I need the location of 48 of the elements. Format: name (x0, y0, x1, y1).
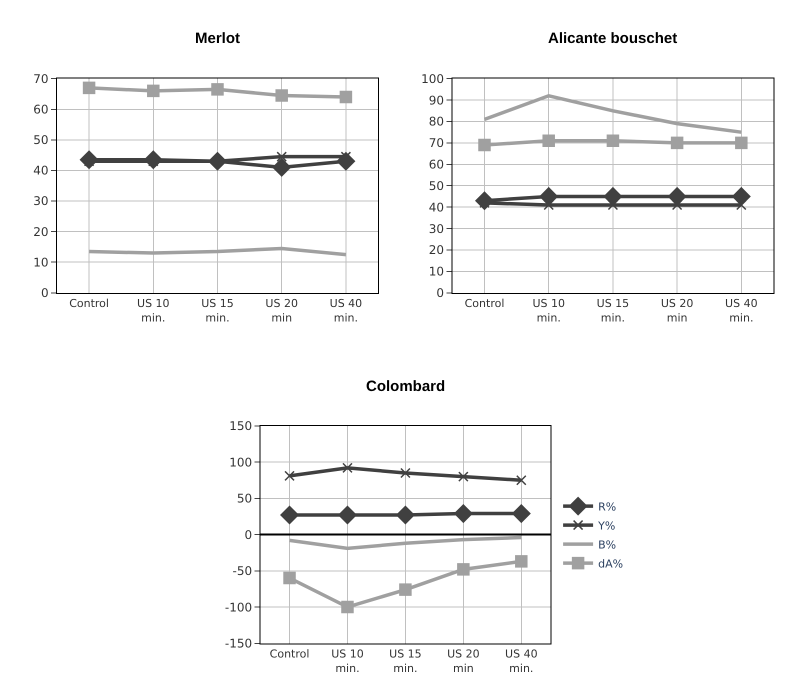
y-tick-label: 40 (33, 164, 49, 178)
y-tick-label: 30 (428, 222, 444, 236)
y-tick-label: 60 (33, 102, 49, 116)
x-tick-label: US 40 min. (505, 647, 538, 675)
y-tick-label: 10 (428, 264, 444, 279)
x-tick-label: US 10 min. (532, 297, 565, 324)
chart-title: Alicante bouschet (548, 30, 678, 47)
x-tick-label: US 20 min (265, 297, 298, 324)
y-tick-label: 50 (236, 492, 252, 506)
y-tick-label: 0 (244, 528, 252, 542)
y-tick-label: 80 (428, 114, 444, 129)
y-tick-label: 150 (229, 419, 252, 434)
chart-title: Colombard (366, 378, 446, 395)
y-tick-label: -150 (224, 636, 252, 650)
x-tick-label: US 15 min. (389, 647, 422, 675)
y-tick-label: 50 (428, 178, 444, 193)
legend-label: B% (598, 538, 616, 552)
legend-label: dA% (598, 557, 624, 570)
y-tick-label: -100 (224, 600, 252, 614)
x-tick-label: Control (69, 297, 109, 310)
x-tick-label: US 10 min. (137, 297, 170, 324)
y-tick-label: 30 (33, 194, 49, 208)
y-tick-label: 0 (436, 286, 444, 300)
y-tick-label: 20 (33, 224, 49, 239)
x-tick-label: US 40 min. (725, 297, 758, 324)
y-tick-label: 70 (33, 72, 49, 86)
y-tick-label: 10 (33, 255, 49, 270)
x-tick-label: US 40 min. (330, 297, 362, 324)
legend-label: R% (598, 500, 616, 514)
x-tick-label: Control (464, 297, 504, 310)
y-tick-label: -50 (232, 564, 252, 578)
x-tick-label: Control (270, 647, 310, 660)
y-tick-label: 100 (421, 72, 444, 86)
x-tick-label: US 20 min (447, 647, 480, 675)
x-tick-label: US 15 min. (201, 297, 234, 324)
chart-title: Merlot (195, 30, 240, 47)
x-tick-label: US 20 min (660, 297, 694, 324)
y-tick-label: 40 (428, 200, 444, 214)
y-tick-label: 0 (40, 286, 49, 300)
legend-label: Y% (597, 519, 616, 532)
x-tick-label: US 15 min. (596, 297, 630, 324)
x-tick-label: US 10 min. (331, 647, 364, 675)
y-tick-label: 100 (229, 455, 252, 470)
y-tick-label: 60 (428, 158, 444, 172)
y-tick-label: 90 (428, 93, 444, 108)
y-tick-label: 70 (428, 136, 444, 150)
y-tick-label: 50 (33, 133, 49, 148)
y-tick-label: 20 (428, 243, 444, 258)
